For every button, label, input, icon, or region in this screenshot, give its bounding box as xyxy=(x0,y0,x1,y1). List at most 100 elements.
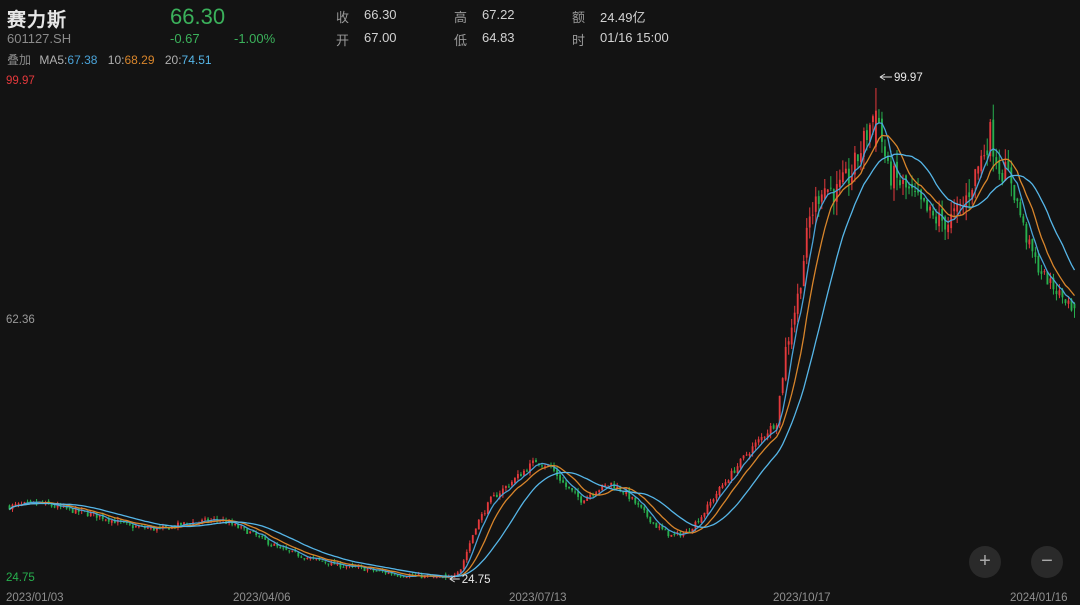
candle-body xyxy=(616,486,619,489)
candle-body xyxy=(622,492,625,494)
ma10-value: 68.29 xyxy=(124,53,155,67)
candle-body xyxy=(559,474,561,481)
candle-body xyxy=(610,482,613,486)
candle-body xyxy=(730,470,733,480)
candle-body xyxy=(709,501,712,506)
close-value: 66.30 xyxy=(364,7,397,22)
candle-body xyxy=(26,501,29,503)
candle-body xyxy=(664,529,667,531)
candle-body xyxy=(101,514,104,520)
open-value: 67.00 xyxy=(364,30,397,45)
candle-body xyxy=(649,516,652,523)
candle-body xyxy=(56,504,59,508)
candle-body xyxy=(835,184,838,202)
candle-body xyxy=(757,439,760,443)
candle-body xyxy=(53,506,56,508)
candle-body xyxy=(270,545,273,547)
candle-body xyxy=(318,558,321,561)
candle-body xyxy=(541,465,543,467)
candle-body xyxy=(324,561,327,563)
candle-body xyxy=(1040,271,1043,274)
candle-body xyxy=(868,124,871,142)
candle-body xyxy=(137,526,140,528)
candle-body xyxy=(1025,224,1028,243)
candle-body xyxy=(330,561,333,566)
candle-body xyxy=(920,189,922,200)
candle-body xyxy=(526,470,528,472)
candle-body xyxy=(875,110,877,147)
candlestick-chart[interactable]: 99.97 62.36 24.75 2023/01/03 2023/04/06 2023/… xyxy=(0,68,1080,605)
candle-body xyxy=(387,572,390,574)
candle-body xyxy=(992,119,995,157)
candle-body xyxy=(507,486,510,488)
zoom-in-button[interactable]: + xyxy=(969,546,1001,578)
candle-body xyxy=(628,489,631,499)
candle-body xyxy=(237,524,240,528)
candle-body xyxy=(724,482,727,485)
candle-body xyxy=(315,558,318,560)
candle-body xyxy=(1067,300,1070,304)
candle-body xyxy=(98,515,101,517)
candle-body xyxy=(492,495,495,497)
candle-body xyxy=(465,551,468,561)
candle-body xyxy=(342,566,345,568)
candle-body xyxy=(168,527,170,530)
candle-body xyxy=(862,131,865,157)
candle-body xyxy=(703,512,706,517)
candle-body xyxy=(631,497,634,499)
candle-body xyxy=(131,525,134,529)
candle-body xyxy=(859,153,862,163)
candle-body xyxy=(568,486,571,489)
zoom-out-button[interactable]: − xyxy=(1031,546,1063,578)
candle-body xyxy=(252,531,255,533)
candle-body xyxy=(462,560,465,570)
candle-body xyxy=(504,486,507,489)
candle-body xyxy=(1019,202,1022,216)
candle-body xyxy=(544,466,546,468)
candle-body xyxy=(1058,290,1061,296)
candle-body xyxy=(1034,252,1037,257)
candle-body xyxy=(613,483,616,489)
candle-body xyxy=(634,497,637,504)
candle-body xyxy=(941,208,944,221)
candle-body xyxy=(865,130,868,141)
candle-body xyxy=(366,569,369,571)
amount-value: 24.49亿 xyxy=(600,10,646,25)
candle-body xyxy=(468,543,471,552)
candle-body xyxy=(706,504,709,514)
candle-body xyxy=(459,569,462,573)
candle-body xyxy=(595,492,598,496)
candle-body xyxy=(953,208,956,212)
candle-body xyxy=(772,425,775,429)
candle-body xyxy=(739,458,742,468)
candle-body xyxy=(619,487,622,492)
candle-body xyxy=(826,189,829,192)
candle-body xyxy=(1049,278,1052,283)
y-axis-max-label: 99.97 xyxy=(6,75,35,87)
candle-body xyxy=(471,535,474,543)
candle-body xyxy=(1031,239,1034,252)
candle-body xyxy=(850,176,853,184)
candle-body xyxy=(790,327,793,345)
candle-body xyxy=(1043,271,1046,273)
candle-body xyxy=(107,518,110,522)
candle-body xyxy=(122,521,125,523)
candle-body xyxy=(998,160,1001,174)
minus-icon: − xyxy=(1041,550,1053,572)
candle-body xyxy=(820,194,823,202)
ma10-line xyxy=(9,134,1076,578)
candle-body xyxy=(438,576,441,578)
candle-body xyxy=(691,528,694,533)
price-change-pct: -1.00% xyxy=(234,31,276,46)
overlay-button[interactable]: 叠加 xyxy=(7,53,32,67)
candle-body xyxy=(17,503,20,505)
candle-body xyxy=(303,558,306,560)
candle-body xyxy=(799,287,802,294)
candle-body xyxy=(285,547,288,550)
candle-body xyxy=(89,512,92,517)
candle-body xyxy=(655,522,658,528)
candle-body xyxy=(673,533,676,535)
candle-body xyxy=(393,574,396,576)
candle-body xyxy=(68,507,71,509)
candle-body xyxy=(523,470,525,476)
